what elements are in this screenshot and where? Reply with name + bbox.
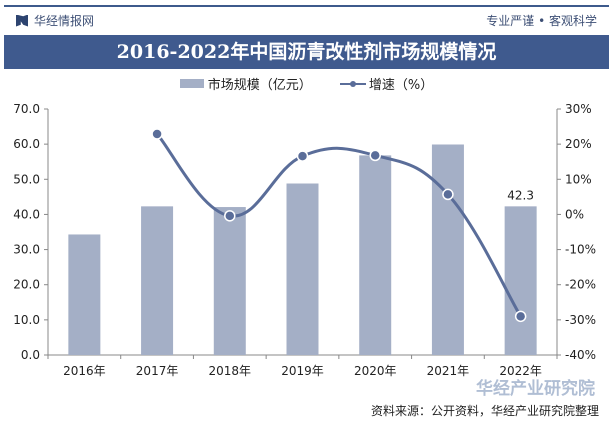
x-tick-label: 2019年 — [281, 364, 324, 378]
left-tick-label: 50.0 — [13, 172, 40, 186]
left-tick-label: 40.0 — [13, 207, 40, 221]
legend: 市场规模（亿元） 增速（%） — [0, 74, 613, 93]
growth-point — [224, 210, 236, 222]
watermark-logo: 华经产业研究院 — [476, 379, 595, 399]
right-tick-label: -20% — [565, 278, 596, 292]
x-tick-label: 2016年 — [63, 364, 106, 378]
bar-2016年 — [68, 234, 101, 355]
x-tick-label: 2018年 — [209, 364, 252, 378]
bar-2022年 — [504, 206, 537, 355]
right-tick-label: -40% — [565, 348, 596, 362]
right-tick-label: -30% — [565, 313, 596, 327]
growth-point — [442, 188, 454, 201]
growth-line — [155, 132, 522, 318]
bar-2020年 — [359, 155, 392, 355]
x-tick-label: 2021年 — [427, 364, 470, 378]
x-tick-label: 2022年 — [499, 364, 542, 378]
data-label: 42.3 — [507, 188, 534, 202]
growth-point — [296, 150, 309, 162]
right-tick-label: 0% — [565, 207, 584, 221]
bar-2017年 — [141, 206, 174, 355]
brand-name: 华经情报网 — [34, 14, 95, 28]
top-divider — [4, 5, 609, 7]
left-tick-label: 30.0 — [13, 243, 40, 257]
x-tick-label: 2020年 — [354, 364, 397, 378]
bar-2021年 — [431, 144, 464, 355]
brand-logo-icon — [16, 14, 28, 27]
right-tick-label: -10% — [565, 243, 596, 257]
growth-point — [514, 310, 527, 323]
source-note: 资料来源：公开资料，华经产业研究院整理 — [370, 404, 599, 418]
growth-point — [369, 149, 381, 162]
legend-bar-label: 市场规模（亿元） — [207, 78, 312, 93]
legend-bar-swatch — [179, 79, 204, 88]
slogan: 专业严谨 • 客观科学 — [486, 14, 597, 28]
legend-line-label: 增速（%） — [368, 78, 434, 93]
left-tick-label: 0.0 — [21, 348, 40, 362]
brand: 华经情报网 — [16, 12, 94, 29]
left-tick-label: 60.0 — [13, 137, 40, 151]
bar-2018年 — [213, 207, 246, 355]
growth-point — [151, 128, 163, 140]
right-tick-label: 30% — [565, 102, 592, 116]
bar-2019年 — [286, 183, 319, 355]
right-tick-label: 20% — [565, 137, 592, 151]
right-tick-label: 10% — [565, 172, 592, 186]
legend-line-swatch — [339, 79, 366, 89]
left-tick-label: 70.0 — [13, 102, 40, 116]
left-tick-label: 20.0 — [13, 278, 40, 292]
x-tick-label: 2017年 — [136, 364, 179, 378]
chart-title: 2016-2022年中国沥青改性剂市场规模情况 — [4, 35, 609, 69]
left-tick-label: 10.0 — [13, 313, 40, 327]
